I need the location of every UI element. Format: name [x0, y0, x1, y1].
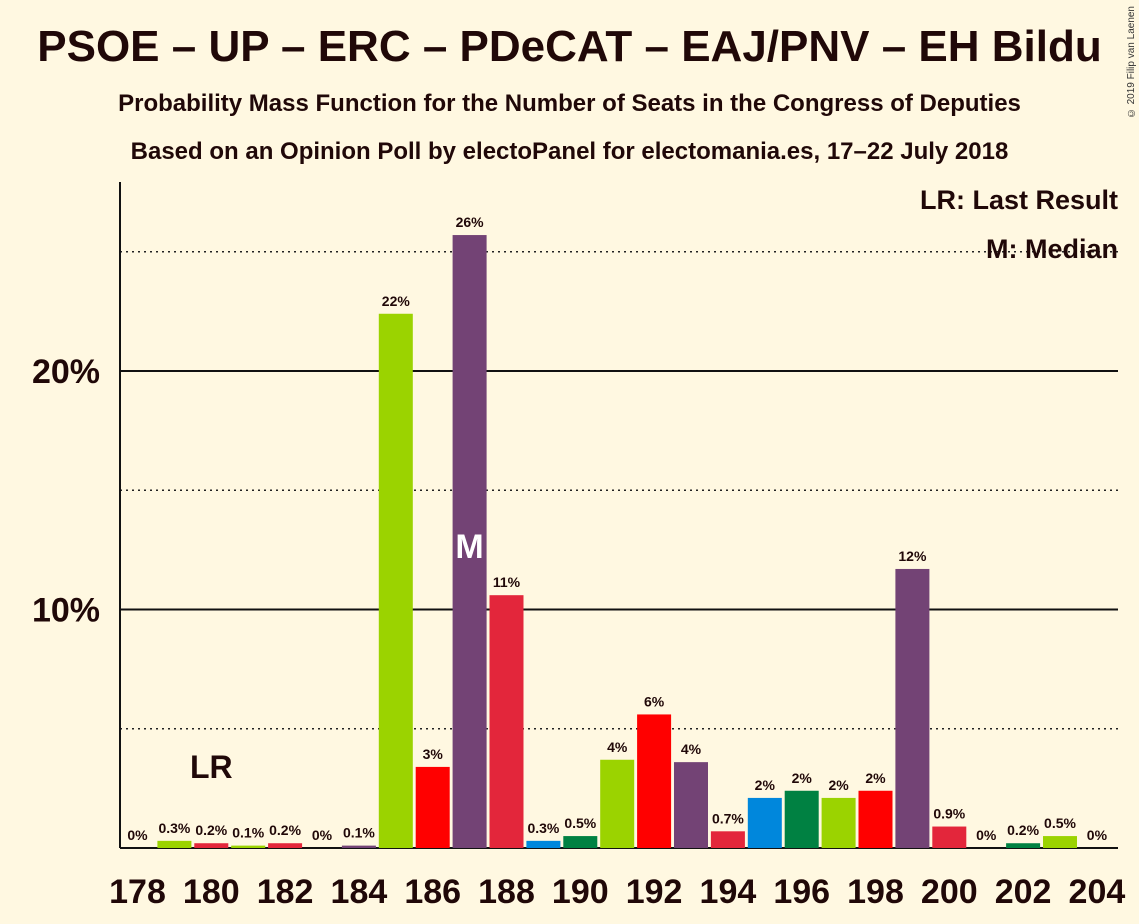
x-tick-label: 186	[404, 873, 461, 911]
bar	[784, 790, 819, 848]
bar	[194, 843, 229, 848]
data-label: 2%	[828, 777, 849, 793]
bar	[157, 840, 192, 848]
bar	[600, 759, 635, 848]
data-label: 2%	[792, 770, 813, 786]
legend-last-result: LR: Last Result	[920, 185, 1118, 215]
data-label: 11%	[493, 574, 521, 590]
y-tick-label: 10%	[32, 592, 100, 630]
legend-median: M: Median	[986, 234, 1118, 264]
data-label: 0.9%	[933, 806, 965, 822]
bar	[858, 790, 893, 848]
data-label: 26%	[456, 214, 485, 230]
data-label: 6%	[644, 693, 665, 709]
data-label: 3%	[423, 746, 444, 762]
data-label: 0.7%	[712, 810, 744, 826]
data-label: 4%	[681, 741, 702, 757]
data-label: 0%	[976, 827, 997, 843]
data-label: 4%	[607, 739, 628, 755]
x-tick-label: 188	[478, 873, 535, 911]
data-label: 2%	[755, 777, 776, 793]
bar	[674, 762, 708, 848]
x-tick-label: 190	[552, 873, 609, 911]
data-label: 0.5%	[1044, 815, 1076, 831]
data-label: 2%	[865, 770, 886, 786]
data-label: 0.3%	[158, 820, 190, 836]
x-tick-label: 178	[109, 873, 166, 911]
bar	[710, 831, 745, 848]
bar	[637, 714, 672, 848]
data-label: 0%	[1087, 827, 1108, 843]
data-label: 0%	[127, 827, 148, 843]
data-label: 0.5%	[564, 815, 596, 831]
x-tick-label: 184	[331, 873, 388, 911]
bar	[895, 568, 930, 848]
chart-subtitle: Probability Mass Function for the Number…	[118, 90, 1021, 117]
chart-subtitle-source: Based on an Opinion Poll by electoPanel …	[130, 138, 1009, 165]
bar	[341, 845, 376, 848]
bar	[1043, 836, 1077, 848]
bar	[489, 595, 524, 848]
bar	[452, 235, 487, 848]
x-tick-label: 192	[626, 873, 683, 911]
data-label: 12%	[898, 548, 927, 564]
x-tick-label: 194	[700, 873, 757, 911]
median-marker: M	[455, 528, 483, 566]
data-label: 0.3%	[527, 820, 559, 836]
bar	[1006, 843, 1041, 848]
bar	[526, 840, 561, 848]
bar	[821, 797, 856, 848]
bar	[231, 845, 266, 848]
bar	[932, 826, 967, 848]
data-label: 22%	[382, 293, 411, 309]
data-label: 0.1%	[343, 825, 375, 841]
data-label: 0.2%	[1007, 822, 1039, 838]
bar	[378, 313, 413, 848]
x-tick-label: 198	[847, 873, 904, 911]
bar	[415, 766, 450, 848]
x-tick-label: 182	[257, 873, 314, 911]
bar	[563, 836, 598, 848]
chart-title: PSOE – UP – ERC – PDeCAT – EAJ/PNV – EH …	[37, 22, 1102, 71]
x-tick-label: 202	[995, 873, 1052, 911]
data-label: 0%	[312, 827, 333, 843]
last-result-marker: LR	[190, 749, 233, 785]
bar	[268, 843, 303, 848]
x-tick-label: 200	[921, 873, 978, 911]
x-tick-label: 204	[1069, 873, 1126, 911]
y-tick-label: 20%	[32, 353, 100, 391]
data-label: 0.2%	[195, 822, 227, 838]
data-label: 0.2%	[269, 822, 301, 838]
data-label: 0.1%	[232, 825, 264, 841]
x-tick-label: 180	[183, 873, 240, 911]
x-tick-label: 196	[773, 873, 830, 911]
bar	[747, 797, 782, 848]
